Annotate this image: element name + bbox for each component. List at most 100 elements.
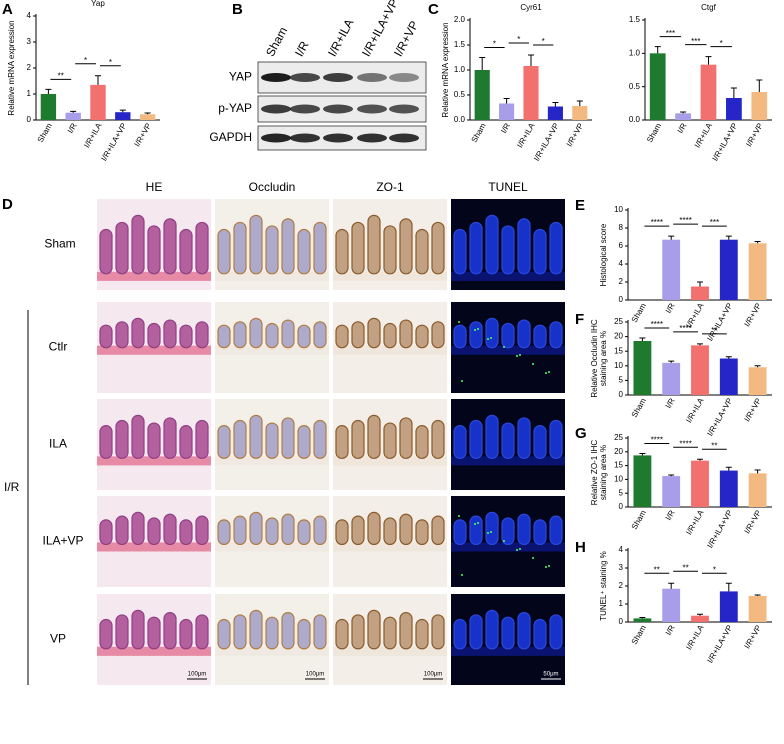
villus: [115, 515, 129, 546]
x-tick-label: I/R+VP: [744, 122, 765, 149]
bar: [691, 345, 709, 395]
villus: [549, 321, 563, 349]
villus: [233, 221, 247, 275]
villus: [549, 515, 563, 546]
villus: [469, 321, 483, 349]
row-label: VP: [50, 632, 66, 646]
significance-label: *: [84, 56, 87, 65]
error-bar: [503, 98, 510, 104]
villus: [131, 317, 145, 349]
villus: [281, 612, 295, 650]
villus: [383, 225, 397, 275]
villus: [163, 218, 177, 275]
y-tick-label: 0.0: [629, 115, 641, 124]
blot-band: [389, 104, 419, 114]
tunel-dot: [503, 346, 505, 348]
y-tick-label: 25: [614, 433, 623, 442]
bar: [748, 367, 767, 395]
bar: [662, 239, 681, 300]
bar: [751, 92, 768, 120]
bar: [474, 70, 490, 120]
villus: [517, 612, 531, 650]
error-bar: [680, 111, 687, 114]
bar: [675, 113, 691, 120]
x-tick-label: I/R: [664, 301, 677, 315]
x-tick-label: I/R+ILA: [515, 121, 537, 149]
blot-band: [323, 104, 353, 114]
villus: [99, 324, 113, 349]
y-tick-label: 4: [619, 259, 624, 268]
row-label: ILA+VP: [42, 534, 83, 548]
villus: [415, 425, 429, 459]
error-bar: [754, 594, 761, 596]
tissue-layer: [97, 345, 211, 355]
x-tick-label: I/R+ILA+VP: [711, 122, 740, 163]
villus: [297, 519, 311, 546]
bar: [748, 473, 767, 507]
villus: [383, 322, 397, 349]
y-tick-label: 2.0: [454, 15, 466, 24]
villus: [431, 419, 445, 459]
villus: [99, 618, 113, 650]
villus: [453, 618, 467, 650]
y-tick-label: 2: [619, 277, 624, 286]
villus: [233, 321, 247, 349]
y-tick-label: 5: [619, 488, 624, 497]
x-tick-label: Sham: [470, 121, 488, 144]
significance-label: ***: [666, 29, 675, 38]
blot-band: [389, 133, 419, 143]
y-tick-label: 4: [27, 11, 32, 20]
y-tick-label: 1.5: [629, 15, 641, 24]
bar: [40, 94, 57, 120]
villus: [517, 319, 531, 349]
tissue-layer: [97, 646, 211, 656]
villus: [313, 419, 327, 459]
villus: [217, 519, 231, 546]
villus: [195, 221, 209, 275]
x-tick-label: Sham: [630, 396, 648, 419]
x-tick-label: I/R: [676, 121, 689, 135]
scale-bar-label: 100μm: [188, 672, 206, 678]
significance-label: *: [713, 565, 716, 574]
x-tick-label: I/R: [66, 121, 79, 135]
villus: [501, 616, 515, 650]
villus: [485, 414, 499, 459]
bar: [719, 591, 738, 622]
villus: [517, 513, 531, 546]
bar: [572, 106, 588, 120]
significance-label: ****: [679, 324, 691, 333]
villus: [297, 425, 311, 459]
y-tick-label: 15: [614, 461, 623, 470]
villus: [179, 425, 193, 459]
bar: [719, 239, 738, 300]
villus: [367, 214, 381, 275]
x-tick-label: Sham: [645, 121, 663, 144]
significance-label: *: [493, 40, 496, 49]
y-axis-label: staining area %: [599, 445, 608, 500]
bar: [139, 114, 156, 120]
y-axis-label: Relative mRNA expression: [7, 20, 16, 115]
error-bar: [705, 56, 712, 65]
x-tick-label: Sham: [630, 508, 648, 531]
villus: [351, 419, 365, 459]
tunel-dot: [474, 329, 476, 331]
y-tick-label: 0: [619, 502, 624, 511]
blot-band: [389, 73, 419, 82]
significance-label: ***: [691, 37, 700, 46]
y-tick-label: 4: [619, 545, 624, 554]
tunel-dot: [477, 328, 479, 330]
lane-label: Sham: [263, 25, 290, 59]
villus: [131, 511, 145, 546]
blot-band: [357, 104, 387, 114]
significance-label: **: [682, 563, 688, 572]
tunel-dot: [458, 321, 460, 323]
villus: [195, 419, 209, 459]
bar: [523, 66, 539, 120]
y-tick-label: 20: [614, 332, 623, 341]
villus: [313, 321, 327, 349]
lane-label: I/R: [292, 38, 312, 58]
row-label: ILA: [49, 437, 67, 451]
x-tick-label: I/R: [499, 121, 512, 135]
villus: [297, 228, 311, 275]
x-tick-label: I/R+VP: [133, 122, 154, 149]
